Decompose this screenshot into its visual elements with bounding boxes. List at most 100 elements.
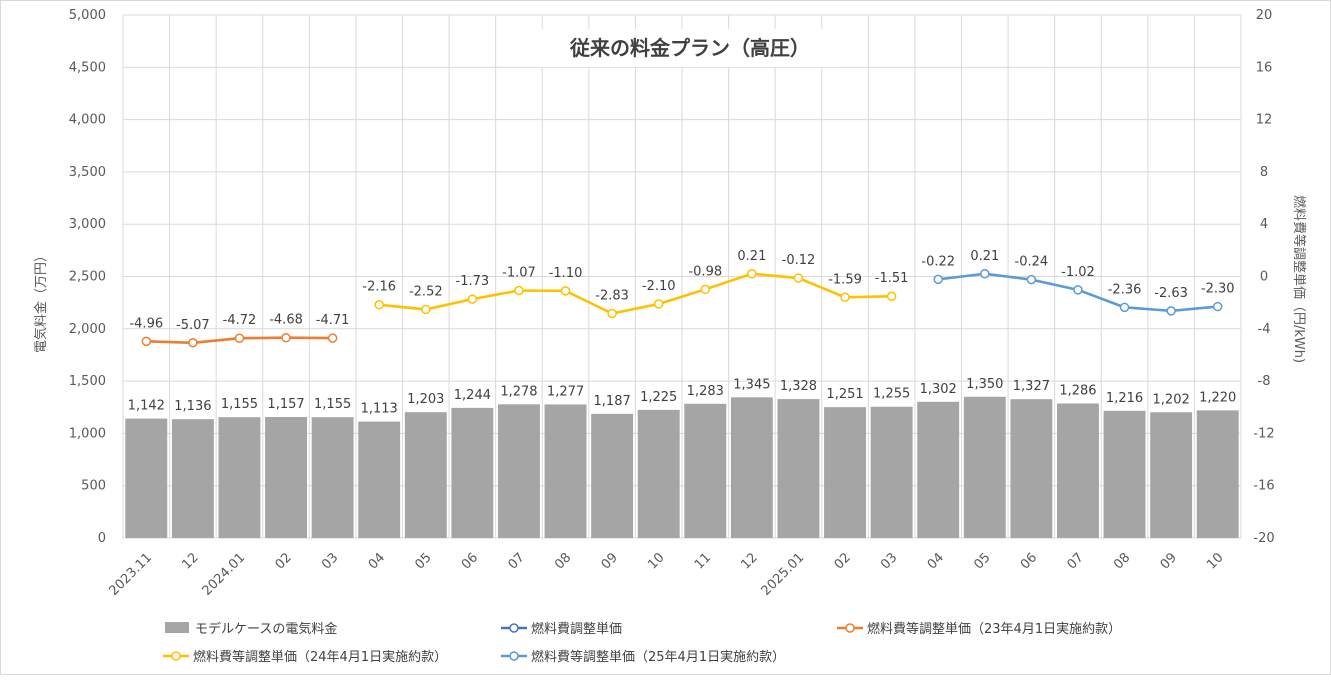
legend-swatch-marker <box>845 623 855 633</box>
series-point <box>793 273 804 283</box>
series-point <box>1073 285 1083 295</box>
x-tick-label: 03 <box>319 550 341 572</box>
bar <box>404 412 447 538</box>
series-point <box>374 299 384 310</box>
legend-swatch-marker <box>171 651 181 661</box>
x-tick-label: 12 <box>179 550 201 572</box>
y-tick-label: 2,000 <box>69 322 106 337</box>
line-data-label: -1.59 <box>828 272 862 287</box>
x-tick-label: 06 <box>1018 550 1040 572</box>
bar-data-label: 1,302 <box>920 382 957 397</box>
bar <box>591 413 634 538</box>
bar-data-label: 1,203 <box>407 392 444 407</box>
x-tick-label: 09 <box>1158 550 1180 572</box>
bar <box>963 396 1006 538</box>
bar-data-label: 1,113 <box>361 402 398 417</box>
line-data-label: -2.10 <box>642 279 676 294</box>
bar-data-label: 1,155 <box>221 397 258 412</box>
x-tick-label: 03 <box>878 550 900 572</box>
bar <box>1196 410 1239 538</box>
bar <box>544 404 587 538</box>
x-tick-label: 05 <box>971 550 993 572</box>
series-line <box>379 272 892 315</box>
bar <box>730 397 773 538</box>
series-point <box>1026 274 1037 285</box>
bar-data-label: 1,157 <box>267 397 304 412</box>
x-tick-label: 09 <box>599 550 621 572</box>
bar-data-label: 1,155 <box>314 397 351 412</box>
line-data-label: -2.36 <box>1108 282 1142 297</box>
bar <box>125 418 168 538</box>
bar <box>637 409 680 538</box>
line-data-label: -1.51 <box>875 271 909 286</box>
bar <box>451 407 494 538</box>
series-point <box>700 284 711 295</box>
bar <box>1103 410 1146 538</box>
y2-tick-label: 0 <box>1260 270 1268 285</box>
x-tick-label: 02 <box>832 550 854 572</box>
bar <box>1010 399 1053 538</box>
series-point <box>840 292 850 303</box>
series-point <box>421 304 431 315</box>
x-tick-label: 07 <box>505 550 527 572</box>
line-data-label: 0.21 <box>737 249 766 264</box>
line-data-label: -0.98 <box>688 264 722 279</box>
y2-tick-label: -8 <box>1258 374 1271 389</box>
bar-data-label: 1,244 <box>454 388 491 403</box>
y2-tick-label: 4 <box>1260 217 1268 232</box>
bar <box>917 401 960 538</box>
series-point <box>1212 301 1223 312</box>
y2-tick-label: 8 <box>1260 165 1268 180</box>
y2-axis-title: 燃料費等調整単価（円/kWh) <box>1291 195 1307 363</box>
y-tick-label: 0 <box>98 531 106 546</box>
y2-tick-label: -20 <box>1253 531 1274 546</box>
chart-title: 従来の料金プラン（高圧） <box>569 36 810 60</box>
bar-data-label: 1,255 <box>873 387 910 402</box>
bar-data-label: 1,136 <box>174 399 211 414</box>
y-tick-label: 4,500 <box>69 60 106 75</box>
series-point <box>141 336 152 347</box>
x-tick-label: 08 <box>1111 550 1133 572</box>
y-axis-title: 電気料金（万円） <box>33 249 49 353</box>
legend-label: 燃料費等調整単価（23年4月1日実施約款） <box>867 621 1121 637</box>
x-tick-label: 2024.01 <box>200 550 249 599</box>
series-point <box>1119 302 1130 313</box>
legend-swatch-marker <box>509 651 519 661</box>
bar <box>824 407 867 538</box>
series-point <box>188 338 198 348</box>
legend-label: 燃料費等調整単価（24年4月1日実施約款） <box>193 649 447 665</box>
series-point <box>747 269 757 279</box>
bar <box>311 417 354 538</box>
x-tick-label: 12 <box>738 550 760 572</box>
series-point <box>607 308 617 319</box>
series-point <box>327 333 338 343</box>
y2-tick-label: -4 <box>1258 322 1271 337</box>
y2-tick-label: 16 <box>1256 60 1273 75</box>
bar-data-label: 1,283 <box>687 384 724 399</box>
series-point <box>467 294 478 304</box>
series-point <box>1166 306 1176 316</box>
series-point <box>560 286 571 296</box>
x-tick-label: 10 <box>1204 550 1226 572</box>
series-point <box>653 299 664 309</box>
bar-data-label: 1,327 <box>1013 379 1050 394</box>
line-data-labels: -4.96 -5.07 -4.72 -4.68 -4.71 -2.16 -2.52 -1.73… <box>129 249 1234 333</box>
bar-data-label: 1,278 <box>500 384 537 399</box>
left-axis-ticks: 0 500 1,000 1,500 2,000 2,500 3,000 3,500 4,000 4… <box>69 8 106 546</box>
line-data-label: -0.24 <box>1015 255 1049 270</box>
bar-data-label: 1,277 <box>547 384 584 399</box>
series-point <box>281 332 291 343</box>
bar <box>171 419 214 538</box>
bar <box>265 416 308 538</box>
line-data-label: -1.07 <box>502 265 536 280</box>
bar <box>358 421 401 538</box>
x-tick-label: 02 <box>273 550 295 572</box>
bar <box>777 399 820 538</box>
line-data-label: -4.71 <box>316 313 350 328</box>
line-data-label: -4.96 <box>129 316 163 331</box>
legend-label: 燃料費等調整単価（25年4月1日実施約款） <box>531 649 785 665</box>
bar <box>1150 412 1193 538</box>
line-data-label: -2.63 <box>1154 286 1188 301</box>
y2-tick-label: 12 <box>1256 113 1273 128</box>
